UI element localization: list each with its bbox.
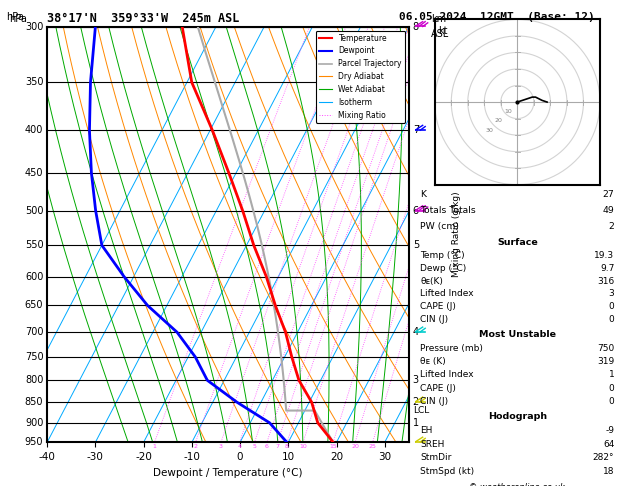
Text: 1: 1 (153, 444, 157, 449)
Text: 49: 49 (603, 206, 615, 215)
Text: EH: EH (420, 426, 433, 435)
Text: 2: 2 (413, 397, 419, 407)
Text: 3: 3 (219, 444, 223, 449)
Text: 64: 64 (603, 440, 615, 449)
Text: ASL: ASL (431, 29, 449, 39)
Text: 319: 319 (597, 357, 615, 366)
Text: Totals Totals: Totals Totals (420, 206, 476, 215)
Text: 550: 550 (25, 240, 43, 250)
Text: Dewp (°C): Dewp (°C) (420, 264, 467, 273)
Text: 950: 950 (25, 437, 43, 447)
Text: hPa: hPa (9, 14, 27, 24)
Text: 27: 27 (603, 190, 615, 199)
Text: 400: 400 (25, 125, 43, 136)
Text: 30: 30 (486, 128, 493, 133)
Legend: Temperature, Dewpoint, Parcel Trajectory, Dry Adiabat, Wet Adiabat, Isotherm, Mi: Temperature, Dewpoint, Parcel Trajectory… (316, 31, 405, 122)
Text: 8: 8 (413, 22, 419, 32)
X-axis label: Dewpoint / Temperature (°C): Dewpoint / Temperature (°C) (153, 468, 303, 478)
Text: 20: 20 (495, 118, 503, 123)
Text: 450: 450 (25, 168, 43, 178)
Text: 1: 1 (413, 418, 419, 428)
Text: Lifted Index: Lifted Index (420, 370, 474, 380)
Text: 5: 5 (413, 240, 419, 250)
Text: 7: 7 (413, 125, 419, 136)
Text: K: K (420, 190, 426, 199)
Text: CAPE (J): CAPE (J) (420, 383, 456, 393)
Text: 4: 4 (413, 327, 419, 337)
Text: Hodograph: Hodograph (488, 413, 547, 421)
Text: CIN (J): CIN (J) (420, 315, 448, 324)
Text: 38°17'N  359°33'W  245m ASL: 38°17'N 359°33'W 245m ASL (47, 12, 240, 25)
Text: θᴇ (K): θᴇ (K) (420, 357, 446, 366)
Text: 25: 25 (369, 444, 377, 449)
Text: 282°: 282° (593, 453, 615, 462)
Text: 350: 350 (25, 77, 43, 87)
Text: 850: 850 (25, 397, 43, 407)
Text: km: km (431, 14, 446, 24)
Text: 4: 4 (238, 444, 242, 449)
Text: 1: 1 (608, 370, 615, 380)
Text: 750: 750 (597, 344, 615, 353)
Text: 6: 6 (265, 444, 269, 449)
Text: 750: 750 (25, 352, 43, 362)
Text: 300: 300 (25, 22, 43, 32)
Text: 500: 500 (25, 206, 43, 216)
Text: SREH: SREH (420, 440, 445, 449)
Text: 0: 0 (608, 315, 615, 324)
Text: 2: 2 (608, 222, 615, 231)
Text: 10: 10 (299, 444, 307, 449)
Text: 0: 0 (608, 302, 615, 312)
Text: 3: 3 (413, 375, 419, 385)
Text: hPa: hPa (6, 12, 24, 22)
Text: 0: 0 (608, 397, 615, 406)
Text: 7: 7 (276, 444, 280, 449)
Text: StmSpd (kt): StmSpd (kt) (420, 467, 474, 476)
Text: StmDir: StmDir (420, 453, 452, 462)
Text: 2: 2 (194, 444, 198, 449)
Text: 600: 600 (25, 272, 43, 281)
Text: Temp (°C): Temp (°C) (420, 251, 465, 260)
Text: Lifted Index: Lifted Index (420, 290, 474, 298)
Text: PW (cm): PW (cm) (420, 222, 459, 231)
Text: 15: 15 (329, 444, 337, 449)
Text: kt: kt (438, 26, 448, 36)
Text: 900: 900 (25, 418, 43, 428)
Text: 06.05.2024  12GMT  (Base: 12): 06.05.2024 12GMT (Base: 12) (399, 12, 595, 22)
Text: 6: 6 (413, 206, 419, 216)
Text: CAPE (J): CAPE (J) (420, 302, 456, 312)
Text: 9.7: 9.7 (600, 264, 615, 273)
Text: CIN (J): CIN (J) (420, 397, 448, 406)
Text: -9: -9 (605, 426, 615, 435)
Text: 316: 316 (597, 277, 615, 286)
Text: 8: 8 (285, 444, 289, 449)
Text: 18: 18 (603, 467, 615, 476)
Text: Surface: Surface (497, 238, 538, 247)
Text: 20: 20 (351, 444, 359, 449)
Text: 700: 700 (25, 327, 43, 337)
Text: Mixing Ratio (g/kg): Mixing Ratio (g/kg) (452, 191, 460, 278)
Text: θᴇ(K): θᴇ(K) (420, 277, 443, 286)
Text: LCL: LCL (413, 406, 429, 415)
Text: 19.3: 19.3 (594, 251, 615, 260)
Text: 10: 10 (504, 109, 512, 114)
Text: 650: 650 (25, 300, 43, 311)
Text: 800: 800 (25, 375, 43, 385)
Text: 3: 3 (608, 290, 615, 298)
Text: Most Unstable: Most Unstable (479, 330, 556, 339)
Text: © weatheronline.co.uk: © weatheronline.co.uk (469, 483, 565, 486)
Text: 0: 0 (608, 383, 615, 393)
Text: Pressure (mb): Pressure (mb) (420, 344, 483, 353)
Text: 5: 5 (253, 444, 257, 449)
